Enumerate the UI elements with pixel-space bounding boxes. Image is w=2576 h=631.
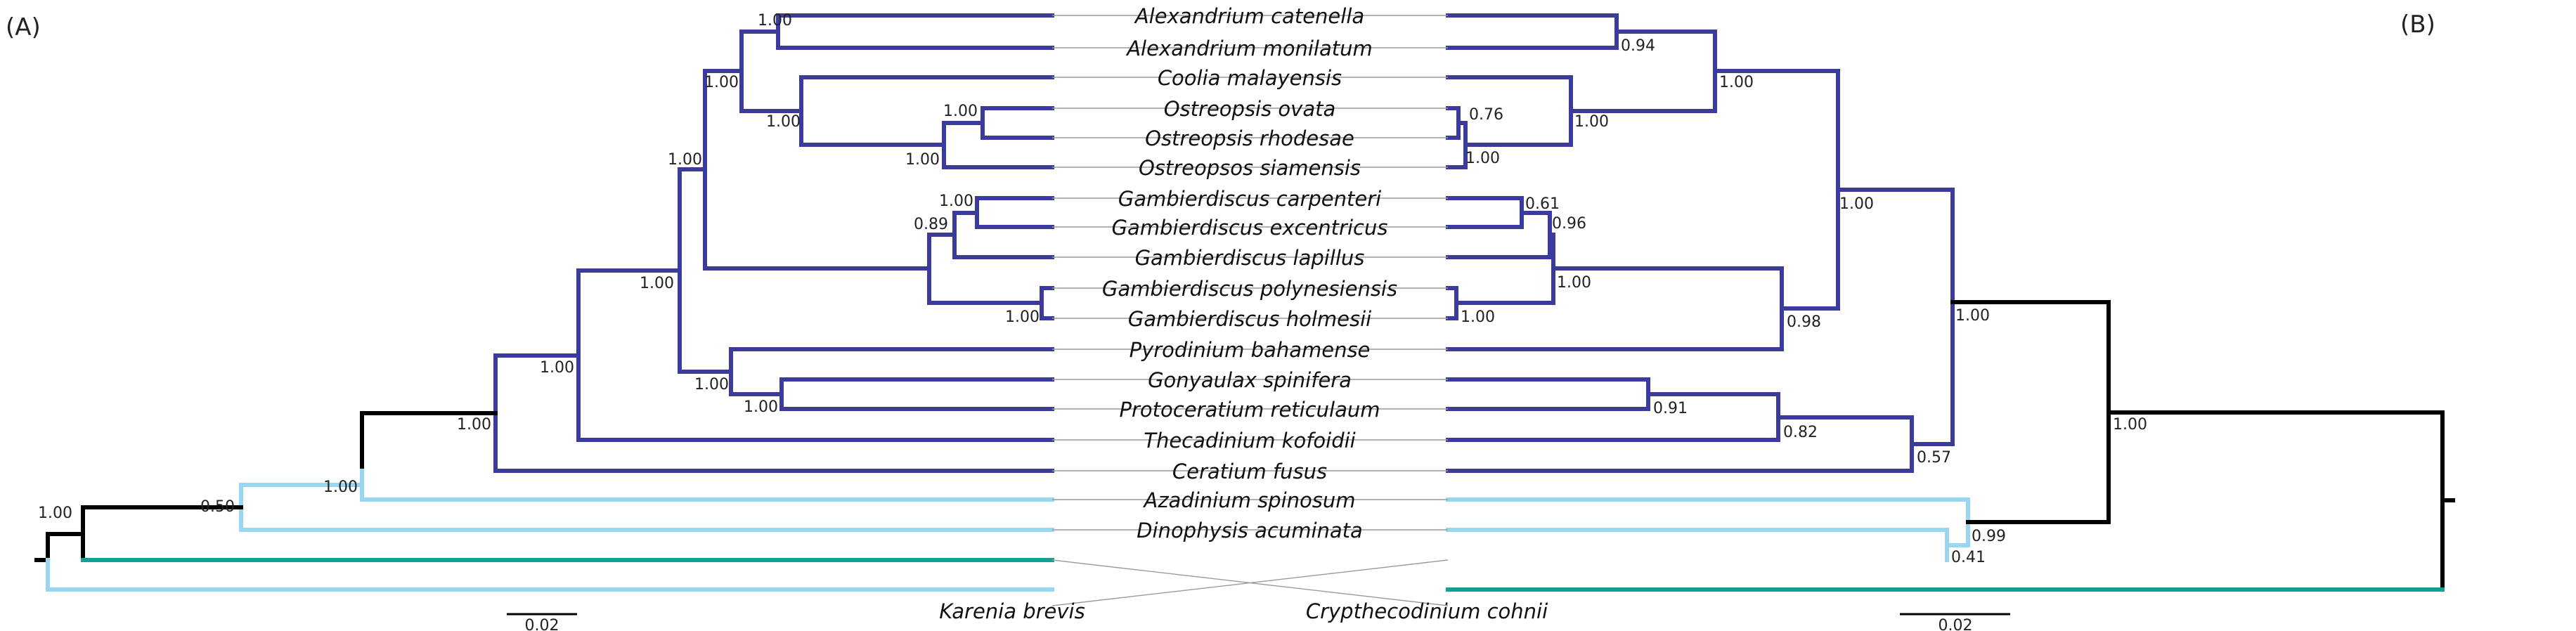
branch-b-azadinium	[1446, 497, 1970, 547]
support-values-a: 1.00 1.00 1.00 1.00 1.00 1.00 1.00 0.89 …	[38, 12, 1040, 522]
branch-a-pyrgon	[729, 347, 1054, 396]
branch-a-alex	[776, 13, 1054, 50]
branch-a-root	[46, 532, 85, 562]
branch-b-gamb	[1454, 233, 1555, 305]
branch-b-cer	[1446, 415, 1914, 473]
support-b-gamb: 1.00	[1557, 274, 1591, 292]
branch-a-azadinium	[360, 469, 1054, 502]
support-b-root: 1.00	[2113, 416, 2147, 434]
branch-b-alex	[1446, 13, 1619, 50]
taxon-label: Ostreopsis rhodesae	[1145, 126, 1354, 150]
taxon-label: Alexandrium catenella	[1134, 4, 1364, 28]
branch-b-root	[2106, 410, 2445, 592]
support-b-gamb-cel: 0.96	[1552, 215, 1586, 233]
support-b-plus-kb: 0.99	[1972, 528, 2006, 545]
support-a-ostreopsis: 1.00	[905, 151, 940, 169]
taxon-label: Ceratium fusus	[1172, 460, 1327, 483]
branch-a-ostreopsis	[942, 121, 1054, 169]
taxon-label: Alexandrium monilatum	[1125, 37, 1373, 60]
support-b-gonprot: 0.91	[1653, 400, 1688, 417]
support-a-aza: 1.00	[457, 416, 491, 434]
taxon-label: Coolia malayensis	[1158, 66, 1342, 90]
tree-a	[34, 13, 1054, 592]
branch-b-dinophysis	[1446, 528, 1949, 562]
support-a-root: 1.00	[38, 505, 72, 522]
branch-a-rootnode	[81, 505, 243, 562]
support-b-big-blue: 1.00	[1839, 195, 1874, 213]
taxon-karenia-brevis: Karenia brevis	[939, 599, 1085, 623]
branch-b-gamb-ce	[1446, 196, 1524, 229]
taxon-label: Gambierdiscus holmesii	[1128, 307, 1371, 331]
taxon-label: Gambierdiscus polynesiensis	[1102, 277, 1397, 301]
branch-a-ostrh	[980, 106, 1054, 140]
taxon-labels: Alexandrium catenella Alexandrium monilat…	[1102, 4, 1397, 542]
support-a-tropthe: 1.00	[640, 275, 674, 292]
taxon-label: Ostreopsis ovata	[1164, 97, 1336, 121]
taxon-label: Ostreopsos siamensis	[1139, 156, 1361, 180]
branch-a-karenia	[46, 558, 1054, 592]
support-a-gonprot: 1.00	[694, 376, 729, 393]
branch-a-stem	[360, 411, 498, 473]
support-a-gamb-ph: 1.00	[1005, 308, 1040, 326]
scale-label-b: 0.02	[1939, 617, 1973, 631]
branch-a-core	[703, 69, 931, 271]
taxon-crypthecodinium-cohnii: Crypthecodinium cohnii	[1306, 599, 1548, 623]
support-a-ost-ov-rh: 1.00	[943, 103, 978, 120]
leader-lines	[1052, 15, 1448, 531]
branch-a-thecadinium	[576, 268, 1054, 442]
taxon-label: Pyrodinium bahamense	[1130, 338, 1371, 362]
branch-b-main	[1446, 266, 1784, 351]
support-a-core: 1.00	[668, 151, 702, 169]
branch-b-gonthe	[1446, 392, 1780, 442]
branch-a-alexcoolost	[739, 30, 803, 113]
taxon-label: Thecadinium kofoidii	[1144, 429, 1355, 453]
support-b-cer: 0.57	[1917, 449, 1951, 467]
support-a-dino: 1.00	[323, 479, 358, 496]
branch-a-gamb-cel	[952, 211, 1054, 259]
taxon-label: Gonyaulax spinifera	[1148, 368, 1352, 392]
support-b-ostreopsis: 1.00	[1465, 150, 1500, 167]
support-a-cer: 1.00	[540, 359, 574, 377]
support-b-alexcoolost: 1.00	[1719, 74, 1754, 91]
cross-line-2	[1051, 559, 1449, 606]
taxon-label: Dinophysis acuminata	[1137, 519, 1363, 542]
branch-b-big-blue	[1713, 69, 1840, 311]
branch-a-coolost	[799, 75, 1054, 147]
taxon-label: Gambierdiscus lapillus	[1135, 246, 1365, 270]
branch-b-gamb-cel	[1446, 211, 1552, 259]
support-values-b: 0.94 0.76 1.00 1.00 1.00 1.00 0.61 0.96 …	[1461, 37, 2147, 566]
panel-label-a: (A)	[6, 13, 41, 41]
support-b-dino-aza: 0.41	[1951, 549, 1986, 566]
support-b-cladeA: 1.00	[1955, 307, 1990, 325]
support-a-alex: 1.00	[758, 12, 792, 30]
support-b-gamb-ce: 0.61	[1525, 195, 1560, 213]
branch-b-gonprot	[1446, 377, 1650, 411]
scale-label-a: 0.02	[525, 617, 559, 631]
support-a-gamb-cel: 0.89	[914, 216, 948, 233]
branch-a-gamb	[927, 233, 1044, 305]
support-a-rootnode: 0.50	[200, 498, 235, 516]
branch-b-cladeA-stem	[1950, 300, 2111, 524]
panel-label-b: (B)	[2400, 11, 2435, 39]
branch-b-cladeA	[1836, 188, 1955, 446]
support-b-alex: 0.94	[1621, 37, 1655, 55]
taxon-label: Azadinium spinosum	[1142, 488, 1355, 512]
support-a-gamb-ce: 1.00	[939, 193, 973, 210]
taxon-label: Gambierdiscus carpenteri	[1118, 187, 1381, 211]
support-b-gamb-ph: 1.00	[1461, 308, 1495, 326]
branch-a-gonprot	[779, 377, 1054, 411]
support-b-gonthe: 0.82	[1783, 424, 1818, 441]
support-b-main: 0.98	[1787, 313, 1821, 331]
support-a-coolost: 1.00	[766, 113, 801, 131]
support-a-pyrgon: 1.00	[744, 398, 778, 416]
support-b-coolost: 1.00	[1574, 113, 1609, 131]
taxon-label: Protoceratium reticulaum	[1120, 398, 1380, 422]
tree-b	[1446, 13, 2455, 592]
support-a-alexcoolost: 1.00	[704, 74, 739, 91]
branch-a-gamb-ce	[975, 196, 1054, 229]
support-b-ost-ov-rh: 0.76	[1469, 106, 1503, 124]
taxon-label: Gambierdiscus excentricus	[1112, 216, 1388, 240]
